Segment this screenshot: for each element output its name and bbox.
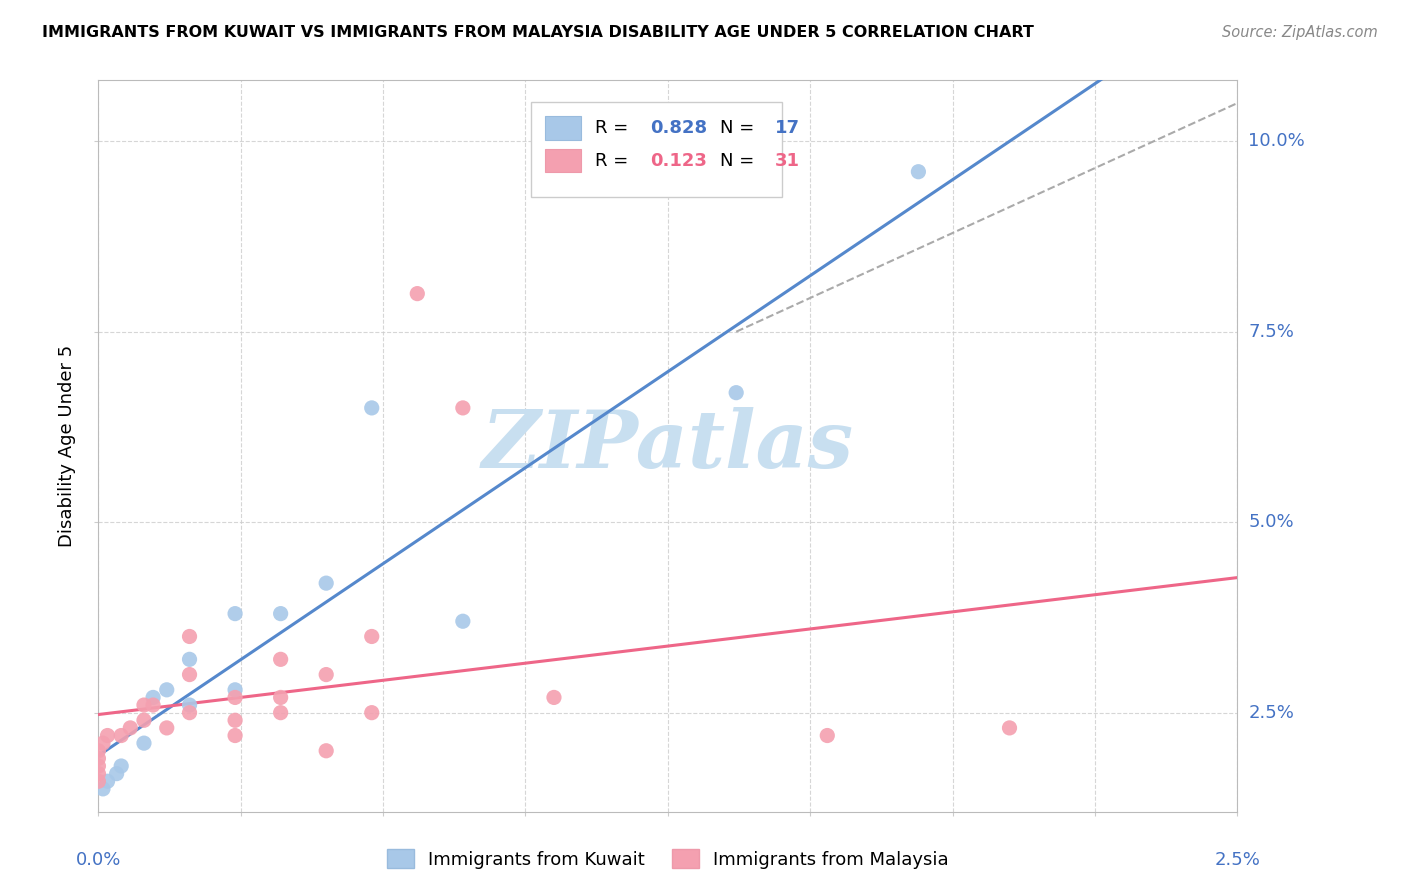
- Point: [110, 759, 132, 773]
- Text: 0.828: 0.828: [650, 119, 707, 136]
- Point: [120, 721, 142, 735]
- Point: [815, 729, 838, 743]
- Point: [907, 164, 929, 178]
- Point: [360, 401, 382, 415]
- Point: [87, 744, 110, 758]
- Text: 5.0%: 5.0%: [1249, 513, 1294, 532]
- Text: N =: N =: [720, 152, 761, 169]
- Text: ZIPatlas: ZIPatlas: [482, 408, 853, 484]
- Point: [224, 690, 246, 705]
- Point: [179, 667, 201, 681]
- Point: [315, 667, 337, 681]
- Legend: Immigrants from Kuwait, Immigrants from Malaysia: Immigrants from Kuwait, Immigrants from …: [380, 842, 956, 876]
- Text: N =: N =: [720, 119, 761, 136]
- Point: [91, 736, 114, 750]
- Point: [87, 751, 110, 765]
- Point: [406, 286, 429, 301]
- Point: [270, 690, 292, 705]
- Point: [270, 652, 292, 666]
- Point: [543, 690, 565, 705]
- Point: [105, 766, 128, 780]
- Text: Source: ZipAtlas.com: Source: ZipAtlas.com: [1222, 25, 1378, 40]
- Point: [451, 401, 474, 415]
- Text: 31: 31: [775, 152, 800, 169]
- Point: [156, 721, 179, 735]
- Text: R =: R =: [595, 119, 634, 136]
- Point: [179, 630, 201, 644]
- Point: [87, 759, 110, 773]
- Point: [270, 607, 292, 621]
- FancyBboxPatch shape: [546, 149, 581, 172]
- Point: [360, 630, 382, 644]
- Point: [156, 682, 179, 697]
- Point: [110, 729, 132, 743]
- Point: [224, 682, 246, 697]
- Point: [360, 706, 382, 720]
- FancyBboxPatch shape: [546, 116, 581, 139]
- Point: [87, 774, 110, 789]
- Point: [224, 729, 246, 743]
- Text: 2.5%: 2.5%: [1215, 851, 1260, 869]
- Text: R =: R =: [595, 152, 634, 169]
- Point: [179, 652, 201, 666]
- Point: [451, 614, 474, 628]
- Point: [270, 706, 292, 720]
- Point: [96, 729, 118, 743]
- Y-axis label: Disability Age Under 5: Disability Age Under 5: [58, 345, 76, 547]
- Point: [224, 607, 246, 621]
- Point: [132, 698, 155, 712]
- Text: 10.0%: 10.0%: [1249, 132, 1305, 150]
- Point: [91, 781, 114, 796]
- Point: [224, 714, 246, 728]
- Point: [132, 736, 155, 750]
- Point: [179, 698, 201, 712]
- FancyBboxPatch shape: [531, 103, 782, 197]
- Point: [132, 714, 155, 728]
- Text: 0.0%: 0.0%: [76, 851, 121, 869]
- Point: [87, 766, 110, 780]
- Point: [179, 706, 201, 720]
- Point: [315, 576, 337, 591]
- Text: IMMIGRANTS FROM KUWAIT VS IMMIGRANTS FROM MALAYSIA DISABILITY AGE UNDER 5 CORREL: IMMIGRANTS FROM KUWAIT VS IMMIGRANTS FRO…: [42, 25, 1033, 40]
- Text: 0.123: 0.123: [650, 152, 706, 169]
- Point: [142, 690, 165, 705]
- Text: 7.5%: 7.5%: [1249, 323, 1295, 341]
- Point: [998, 721, 1021, 735]
- Point: [142, 698, 165, 712]
- Text: 2.5%: 2.5%: [1249, 704, 1295, 722]
- Point: [315, 744, 337, 758]
- Point: [725, 385, 748, 400]
- Text: 17: 17: [775, 119, 800, 136]
- Point: [96, 774, 118, 789]
